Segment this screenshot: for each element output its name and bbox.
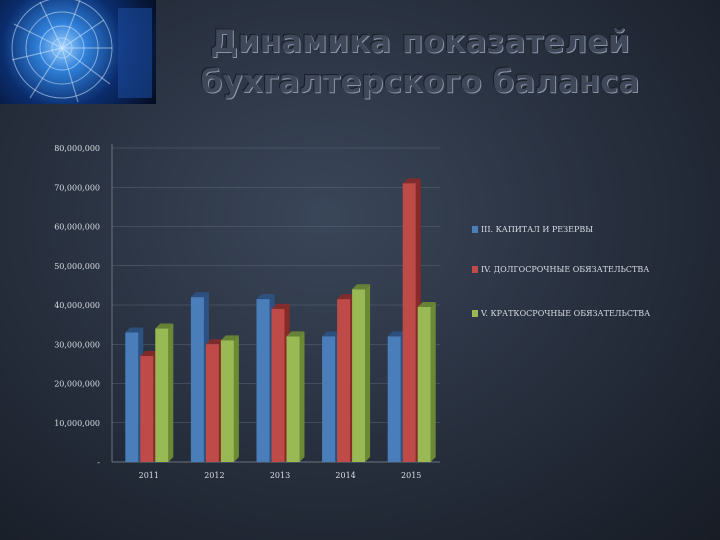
bar [205,344,219,462]
bar [190,297,204,462]
y-tick-label: 10,000,000 [54,419,100,428]
bar [352,289,366,462]
x-tick-label: 2012 [204,471,224,480]
bar-top [417,301,436,307]
bar-top [256,294,275,300]
bar-top [140,351,159,357]
bar-side [168,323,174,462]
bar [286,336,300,462]
bar [125,332,139,462]
legend-swatch [472,226,478,233]
bar [417,306,431,462]
x-tick-label: 2014 [335,471,355,480]
bar-top [125,327,144,333]
legend-entry: III. КАПИТАЛ И РЕЗЕРВЫ [481,225,593,234]
bar [155,328,169,462]
bar-side [299,331,305,462]
y-tick-label: 20,000,000 [54,380,100,389]
turbine-icon [11,0,152,103]
y-tick-label: 70,000,000 [54,183,100,192]
y-tick-label: 80,000,000 [54,144,100,153]
bar [220,340,234,462]
bar-top [322,331,341,337]
x-tick-label: 2015 [401,471,421,480]
x-tick-label: 2013 [270,471,290,480]
legend-entry: V. КРАТКОСРОЧНЫЕ ОБЯЗАТЕЛЬСТВА [480,309,650,318]
bar [322,336,336,462]
bar-side [430,301,436,462]
bar-top [352,284,371,290]
x-tick-label: 2011 [139,471,159,480]
bar-top [337,294,356,300]
bar-side [365,284,371,462]
legend-swatch [472,310,478,317]
bar [387,336,401,462]
legend-entry: IV. ДОЛГОСРОЧНЫЕ ОБЯЗАТЕЛЬСТВА [481,265,649,274]
y-tick-label: 60,000,000 [54,223,100,232]
bar-top [402,178,421,184]
bar [140,356,154,462]
y-tick-label: 40,000,000 [54,301,100,310]
bar-top [286,331,305,337]
y-tick-label: 50,000,000 [54,262,100,271]
bar-top [155,323,174,329]
page-title: Динамика показателей бухгалтерского бала… [170,22,670,102]
bar-top [387,331,406,337]
turbine-engine-photo [0,0,156,104]
bar [256,299,270,462]
bar-top [271,303,290,309]
bar-top [205,339,224,345]
bar [271,308,285,462]
bar-top [220,335,239,341]
y-tick-label: - [97,458,100,467]
bar-top [190,292,209,298]
bar [402,183,416,462]
title-line-2: бухгалтерского баланса [200,64,640,100]
bar [337,299,351,462]
bar-side [233,335,239,462]
y-tick-label: 30,000,000 [54,340,100,349]
legend-swatch [472,266,478,273]
title-line-1: Динамика показателей [210,24,630,60]
